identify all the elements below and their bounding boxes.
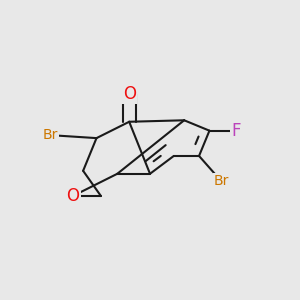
Text: Br: Br	[214, 174, 229, 188]
Text: O: O	[123, 85, 136, 103]
Text: F: F	[231, 122, 241, 140]
Text: Br: Br	[43, 128, 58, 142]
Text: O: O	[66, 187, 79, 205]
